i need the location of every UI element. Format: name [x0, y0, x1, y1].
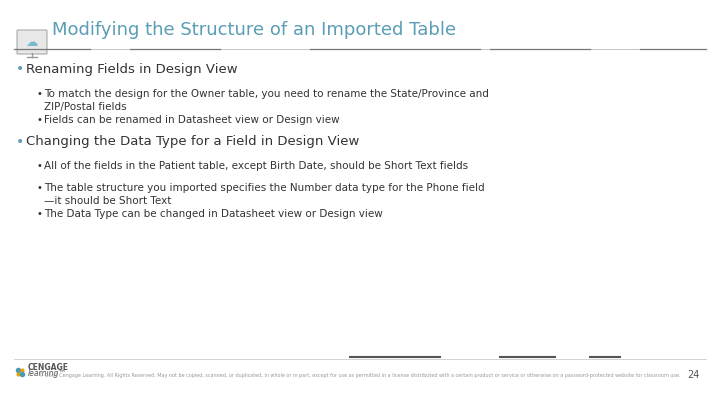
Text: •: • [16, 135, 24, 149]
Text: •: • [36, 89, 42, 99]
Text: Renaming Fields in Design View: Renaming Fields in Design View [26, 62, 238, 75]
Text: learning™: learning™ [28, 369, 67, 379]
Text: The table structure you imported specifies the Number data type for the Phone fi: The table structure you imported specifi… [44, 183, 485, 206]
Text: •: • [36, 161, 42, 171]
FancyBboxPatch shape [17, 30, 47, 54]
Text: 24: 24 [688, 370, 700, 380]
Text: Fields can be renamed in Datasheet view or Design view: Fields can be renamed in Datasheet view … [44, 115, 340, 125]
Text: ☁: ☁ [26, 36, 38, 49]
Text: CENGAGE: CENGAGE [28, 364, 69, 373]
Text: Modifying the Structure of an Imported Table: Modifying the Structure of an Imported T… [52, 21, 456, 39]
Text: The Data Type can be changed in Datasheet view or Design view: The Data Type can be changed in Datashee… [44, 209, 383, 219]
Text: To match the design for the Owner table, you need to rename the State/Province a: To match the design for the Owner table,… [44, 89, 489, 112]
Text: Changing the Data Type for a Field in Design View: Changing the Data Type for a Field in De… [26, 136, 359, 149]
Text: © 2017 Cengage Learning. All Rights Reserved. May not be copied, scanned, or dup: © 2017 Cengage Learning. All Rights Rese… [40, 372, 680, 378]
Text: •: • [36, 209, 42, 219]
Text: All of the fields in the Patient table, except Birth Date, should be Short Text : All of the fields in the Patient table, … [44, 161, 468, 171]
Text: •: • [36, 115, 42, 125]
Text: •: • [36, 183, 42, 193]
Text: •: • [16, 62, 24, 76]
